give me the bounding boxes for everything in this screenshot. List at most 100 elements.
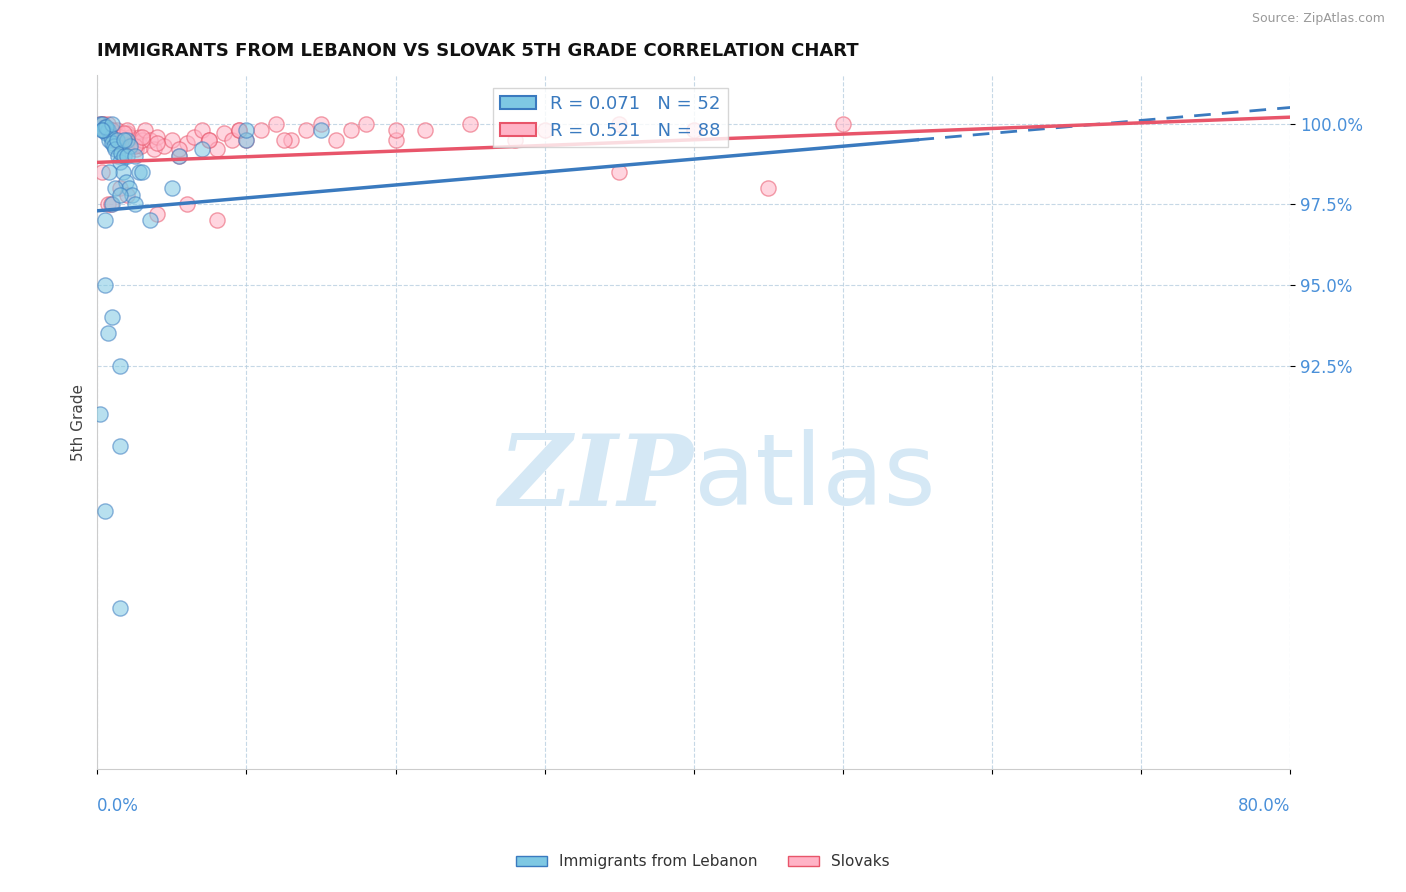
Point xyxy=(160,133,183,147)
Point xyxy=(103,139,125,153)
Point xyxy=(108,440,131,454)
Point xyxy=(235,123,257,137)
Point xyxy=(112,126,135,140)
Point xyxy=(280,133,302,147)
Text: Source: ZipAtlas.com: Source: ZipAtlas.com xyxy=(1251,12,1385,25)
Point xyxy=(169,149,191,163)
Point xyxy=(101,136,124,150)
Point xyxy=(122,136,145,150)
Point xyxy=(94,120,117,134)
Point xyxy=(91,117,114,131)
Point xyxy=(138,133,160,147)
Point xyxy=(118,133,141,147)
Point xyxy=(121,139,143,153)
Point xyxy=(115,126,138,140)
Point xyxy=(212,126,235,140)
Point xyxy=(110,133,132,147)
Point xyxy=(228,123,250,137)
Point xyxy=(94,120,117,134)
Point xyxy=(104,133,127,147)
Point xyxy=(134,123,156,137)
Point xyxy=(124,197,146,211)
Point xyxy=(101,310,124,325)
Point xyxy=(98,133,121,147)
Point xyxy=(107,149,129,163)
Point xyxy=(169,149,191,163)
Point xyxy=(115,133,138,147)
Text: IMMIGRANTS FROM LEBANON VS SLOVAK 5TH GRADE CORRELATION CHART: IMMIGRANTS FROM LEBANON VS SLOVAK 5TH GR… xyxy=(97,42,859,60)
Point xyxy=(120,129,142,144)
Point xyxy=(160,181,183,195)
Point xyxy=(91,123,114,137)
Point xyxy=(97,123,120,137)
Point xyxy=(228,123,250,137)
Point xyxy=(235,133,257,147)
Point xyxy=(112,149,135,163)
Point xyxy=(114,175,136,189)
Point xyxy=(91,123,114,137)
Point xyxy=(90,120,112,134)
Point xyxy=(153,139,176,153)
Point xyxy=(89,407,111,421)
Point xyxy=(89,117,111,131)
Point xyxy=(415,123,437,137)
Point xyxy=(105,133,128,147)
Point xyxy=(384,133,406,147)
Point xyxy=(190,143,212,157)
Point xyxy=(124,133,146,147)
Point xyxy=(108,129,131,144)
Point xyxy=(104,143,127,157)
Point xyxy=(94,504,117,518)
Point xyxy=(176,197,198,211)
Point xyxy=(103,126,125,140)
Point xyxy=(101,117,124,131)
Point xyxy=(96,120,118,134)
Point xyxy=(110,145,132,160)
Legend: Immigrants from Lebanon, Slovaks: Immigrants from Lebanon, Slovaks xyxy=(510,848,896,875)
Point xyxy=(129,139,152,153)
Point xyxy=(354,117,377,131)
Point xyxy=(108,187,131,202)
Point xyxy=(101,197,124,211)
Point xyxy=(325,133,347,147)
Point xyxy=(131,133,153,147)
Point xyxy=(607,117,630,131)
Point xyxy=(101,123,124,137)
Point xyxy=(198,133,221,147)
Point xyxy=(146,129,169,144)
Text: ZIP: ZIP xyxy=(499,430,693,526)
Point xyxy=(98,126,121,140)
Y-axis label: 5th Grade: 5th Grade xyxy=(72,384,86,461)
Point xyxy=(115,149,138,163)
Point xyxy=(97,326,120,341)
Point xyxy=(176,136,198,150)
Point xyxy=(105,123,128,137)
Point xyxy=(131,165,153,179)
Point xyxy=(127,136,149,150)
Point xyxy=(96,126,118,140)
Point xyxy=(146,136,169,150)
Point xyxy=(190,123,212,137)
Point xyxy=(115,123,138,137)
Point xyxy=(114,136,136,150)
Point xyxy=(198,133,221,147)
Point xyxy=(756,181,779,195)
Point xyxy=(235,133,257,147)
Point xyxy=(91,117,114,131)
Point xyxy=(169,143,191,157)
Point xyxy=(101,129,124,144)
Point xyxy=(111,139,134,153)
Point xyxy=(90,123,112,137)
Point xyxy=(458,117,481,131)
Point xyxy=(273,133,295,147)
Point xyxy=(340,123,363,137)
Point xyxy=(104,133,127,147)
Point xyxy=(94,213,117,227)
Point xyxy=(108,129,131,144)
Point xyxy=(100,129,122,144)
Point xyxy=(124,139,146,153)
Legend: R = 0.071   N = 52, R = 0.521   N = 88: R = 0.071 N = 52, R = 0.521 N = 88 xyxy=(492,87,728,147)
Point xyxy=(682,123,704,137)
Point xyxy=(503,133,526,147)
Point xyxy=(107,136,129,150)
